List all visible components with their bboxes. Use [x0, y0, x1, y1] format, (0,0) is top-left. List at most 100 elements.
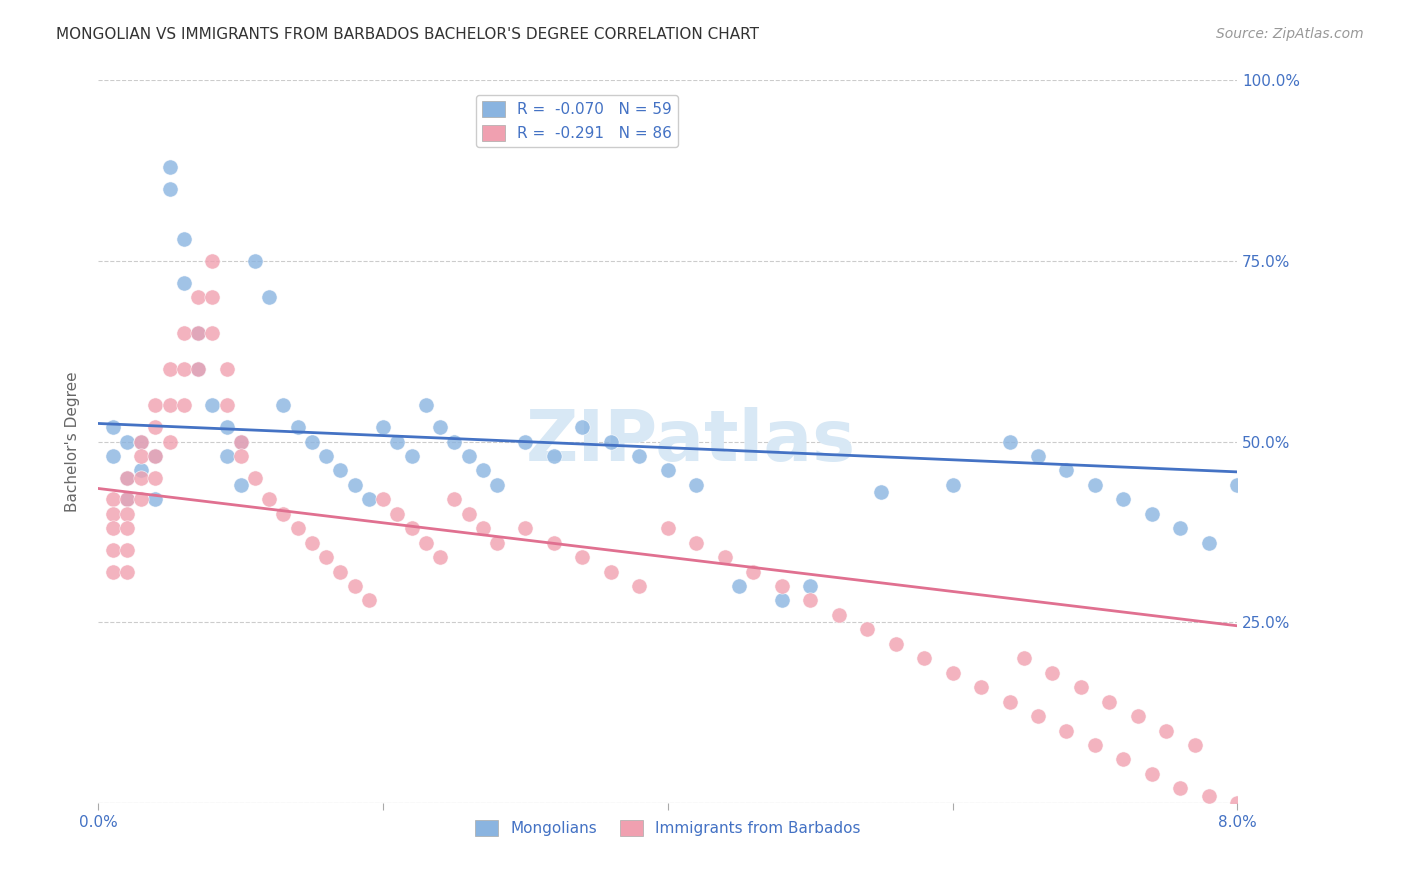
Point	[1154, 723, 1177, 738]
Point	[287, 521, 309, 535]
Point	[1084, 478, 1107, 492]
Point	[471, 463, 494, 477]
Point	[443, 434, 465, 449]
Point	[115, 470, 138, 484]
Point	[129, 434, 152, 449]
Point	[101, 521, 124, 535]
Point	[145, 449, 167, 463]
Point	[387, 434, 409, 449]
Point	[315, 449, 337, 463]
Point	[215, 362, 238, 376]
Point	[600, 565, 623, 579]
Point	[799, 579, 821, 593]
Point	[201, 398, 224, 412]
Point	[415, 535, 437, 549]
Point	[1198, 535, 1220, 549]
Point	[101, 542, 124, 557]
Point	[145, 492, 167, 507]
Point	[187, 326, 209, 340]
Point	[129, 470, 152, 484]
Legend: Mongolians, Immigrants from Barbados: Mongolians, Immigrants from Barbados	[470, 814, 866, 842]
Point	[1056, 463, 1078, 477]
Point	[357, 593, 380, 607]
Point	[870, 485, 893, 500]
Point	[259, 290, 281, 304]
Point	[401, 521, 423, 535]
Point	[173, 362, 195, 376]
Point	[159, 182, 181, 196]
Point	[912, 651, 935, 665]
Point	[101, 565, 124, 579]
Point	[486, 478, 509, 492]
Point	[401, 449, 423, 463]
Point	[315, 550, 337, 565]
Point	[657, 521, 679, 535]
Point	[229, 478, 252, 492]
Point	[942, 478, 965, 492]
Point	[628, 449, 651, 463]
Point	[343, 579, 366, 593]
Point	[115, 507, 138, 521]
Point	[1126, 709, 1149, 723]
Point	[486, 535, 509, 549]
Point	[543, 535, 565, 549]
Point	[770, 593, 793, 607]
Point	[145, 449, 167, 463]
Point	[728, 579, 751, 593]
Point	[1184, 738, 1206, 752]
Point	[1098, 695, 1121, 709]
Point	[571, 420, 593, 434]
Point	[1084, 738, 1107, 752]
Point	[828, 607, 851, 622]
Point	[998, 695, 1021, 709]
Point	[129, 449, 152, 463]
Point	[215, 449, 238, 463]
Point	[215, 398, 238, 412]
Point	[159, 160, 181, 174]
Point	[457, 507, 479, 521]
Point	[301, 434, 323, 449]
Point	[201, 290, 224, 304]
Point	[159, 362, 181, 376]
Point	[145, 398, 167, 412]
Point	[770, 579, 793, 593]
Point	[173, 232, 195, 246]
Point	[884, 637, 907, 651]
Text: MONGOLIAN VS IMMIGRANTS FROM BARBADOS BACHELOR'S DEGREE CORRELATION CHART: MONGOLIAN VS IMMIGRANTS FROM BARBADOS BA…	[56, 27, 759, 42]
Point	[115, 542, 138, 557]
Point	[1112, 752, 1135, 766]
Point	[187, 326, 209, 340]
Point	[1140, 767, 1163, 781]
Point	[273, 398, 295, 412]
Point	[1170, 521, 1192, 535]
Point	[115, 565, 138, 579]
Point	[259, 492, 281, 507]
Y-axis label: Bachelor's Degree: Bachelor's Degree	[65, 371, 80, 512]
Point	[371, 492, 394, 507]
Point	[799, 593, 821, 607]
Point	[856, 623, 879, 637]
Point	[145, 420, 167, 434]
Point	[1198, 789, 1220, 803]
Point	[187, 362, 209, 376]
Point	[159, 398, 181, 412]
Point	[1226, 796, 1249, 810]
Point	[187, 362, 209, 376]
Point	[657, 463, 679, 477]
Point	[173, 326, 195, 340]
Point	[145, 470, 167, 484]
Point	[101, 420, 124, 434]
Point	[371, 420, 394, 434]
Point	[742, 565, 765, 579]
Point	[1056, 723, 1078, 738]
Point	[329, 463, 352, 477]
Point	[115, 521, 138, 535]
Point	[1026, 709, 1049, 723]
Point	[115, 470, 138, 484]
Point	[201, 326, 224, 340]
Point	[329, 565, 352, 579]
Point	[387, 507, 409, 521]
Point	[243, 470, 266, 484]
Point	[515, 434, 537, 449]
Point	[229, 449, 252, 463]
